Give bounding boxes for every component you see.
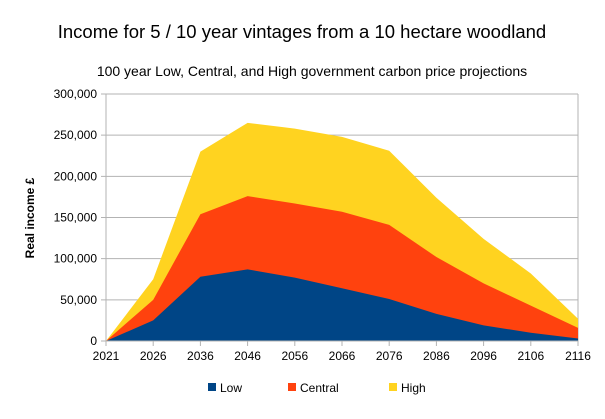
y-tick-label: 100,000 [54, 252, 98, 266]
legend-swatch-central [288, 383, 296, 391]
legend-label-high: High [401, 381, 426, 395]
x-tick-label: 2036 [187, 349, 214, 363]
chart-subtitle: 100 year Low, Central, and High governme… [97, 63, 527, 79]
y-tick-label: 300,000 [54, 87, 98, 101]
x-tick-label: 2116 [565, 349, 591, 363]
y-tick-label: 150,000 [54, 211, 98, 225]
area-low [106, 269, 578, 341]
x-tick-label: 2086 [423, 349, 450, 363]
legend-swatch-high [389, 383, 397, 391]
y-axis-label: Real income £ [23, 177, 37, 258]
x-tick-label: 2056 [281, 349, 308, 363]
y-tick-label: 0 [90, 334, 97, 348]
y-tick-label: 250,000 [54, 128, 98, 142]
y-tick-label: 50,000 [60, 293, 97, 307]
x-tick-label: 2021 [93, 349, 120, 363]
x-tick-label: 2106 [517, 349, 544, 363]
x-tick-label: 2046 [234, 349, 261, 363]
x-tick-label: 2066 [329, 349, 356, 363]
legend-label-central: Central [300, 381, 339, 395]
legend-label-low: Low [220, 381, 242, 395]
chart-title: Income for 5 / 10 year vintages from a 1… [58, 21, 546, 42]
legend-swatch-low [208, 383, 216, 391]
x-tick-label: 2026 [140, 349, 167, 363]
x-tick-label: 2076 [376, 349, 403, 363]
x-tick-label: 2096 [470, 349, 497, 363]
y-tick-label: 200,000 [54, 169, 98, 183]
